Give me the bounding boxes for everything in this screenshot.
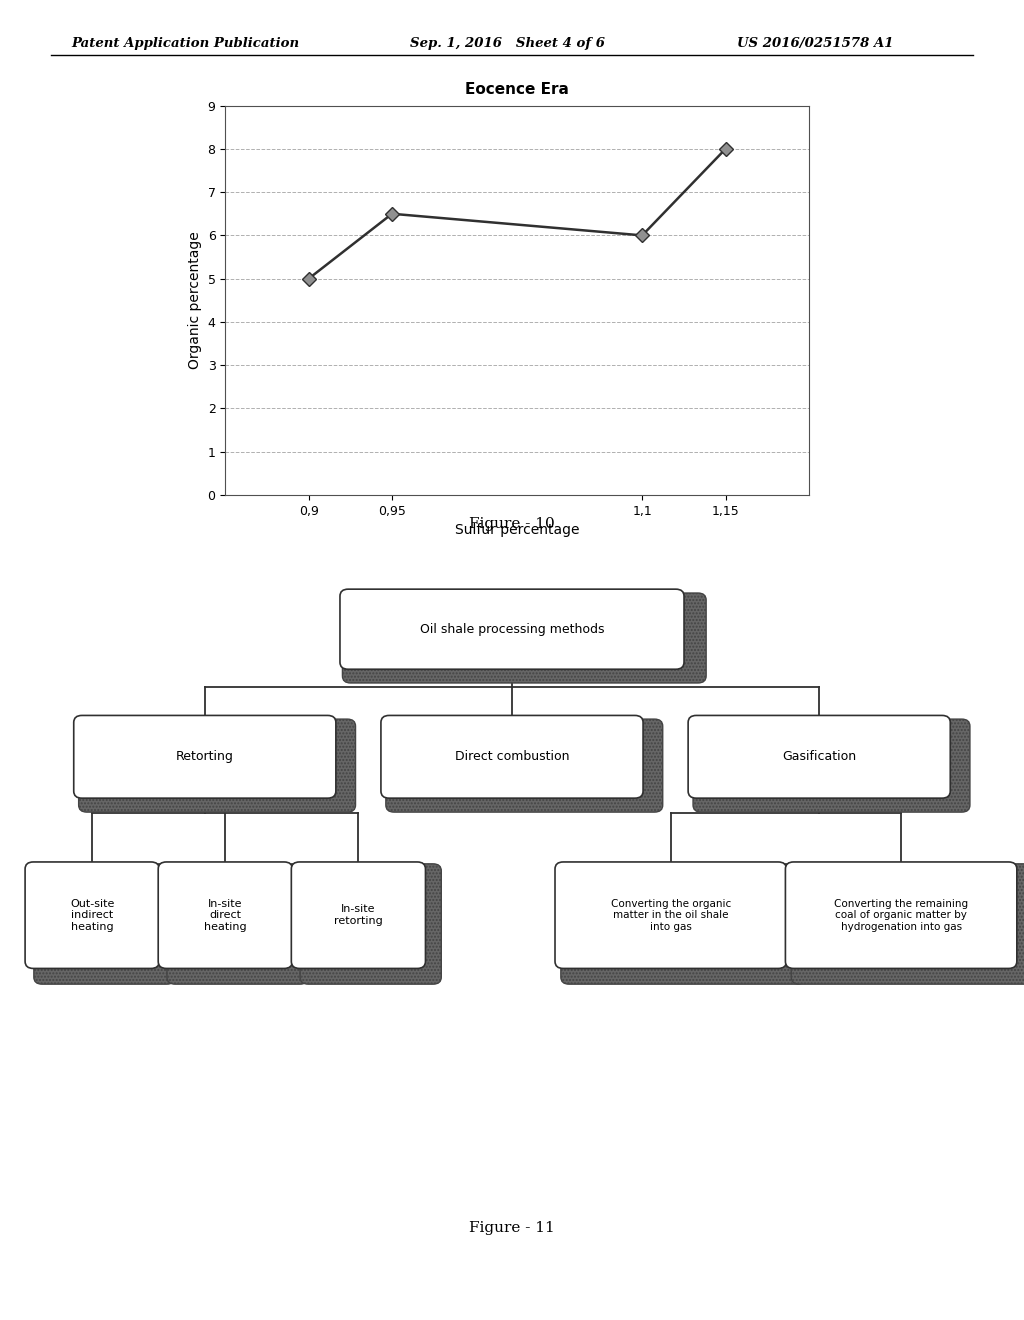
FancyBboxPatch shape (159, 862, 293, 969)
Text: Gasification: Gasification (782, 750, 856, 763)
Y-axis label: Organic percentage: Organic percentage (188, 231, 202, 370)
Text: Out-site
indirect
heating: Out-site indirect heating (70, 899, 115, 932)
FancyBboxPatch shape (792, 863, 1024, 985)
FancyBboxPatch shape (693, 719, 970, 812)
Text: Figure - 10: Figure - 10 (469, 517, 555, 532)
FancyBboxPatch shape (340, 589, 684, 669)
X-axis label: Sulfur percentage: Sulfur percentage (455, 523, 580, 537)
FancyBboxPatch shape (688, 715, 950, 799)
Text: Retorting: Retorting (176, 750, 233, 763)
Text: In-site
direct
heating: In-site direct heating (204, 899, 247, 932)
FancyBboxPatch shape (167, 863, 308, 985)
Text: Patent Application Publication: Patent Application Publication (72, 37, 300, 50)
FancyBboxPatch shape (300, 863, 441, 985)
Text: In-site
retorting: In-site retorting (334, 904, 383, 927)
FancyBboxPatch shape (34, 863, 175, 985)
Text: Direct combustion: Direct combustion (455, 750, 569, 763)
Text: Figure - 11: Figure - 11 (469, 1221, 555, 1236)
FancyBboxPatch shape (342, 593, 707, 682)
FancyBboxPatch shape (74, 715, 336, 799)
Text: Converting the remaining
coal of organic matter by
hydrogenation into gas: Converting the remaining coal of organic… (835, 899, 968, 932)
Text: Oil shale processing methods: Oil shale processing methods (420, 623, 604, 636)
FancyBboxPatch shape (785, 862, 1017, 969)
FancyBboxPatch shape (79, 719, 355, 812)
FancyBboxPatch shape (381, 715, 643, 799)
Text: Converting the organic
matter in the oil shale
into gas: Converting the organic matter in the oil… (610, 899, 731, 932)
FancyBboxPatch shape (555, 862, 786, 969)
Text: US 2016/0251578 A1: US 2016/0251578 A1 (737, 37, 894, 50)
FancyBboxPatch shape (561, 863, 805, 985)
Text: Sep. 1, 2016   Sheet 4 of 6: Sep. 1, 2016 Sheet 4 of 6 (410, 37, 604, 50)
FancyBboxPatch shape (26, 862, 160, 969)
FancyBboxPatch shape (386, 719, 663, 812)
FancyBboxPatch shape (291, 862, 426, 969)
Title: Eocence Era: Eocence Era (465, 82, 569, 98)
